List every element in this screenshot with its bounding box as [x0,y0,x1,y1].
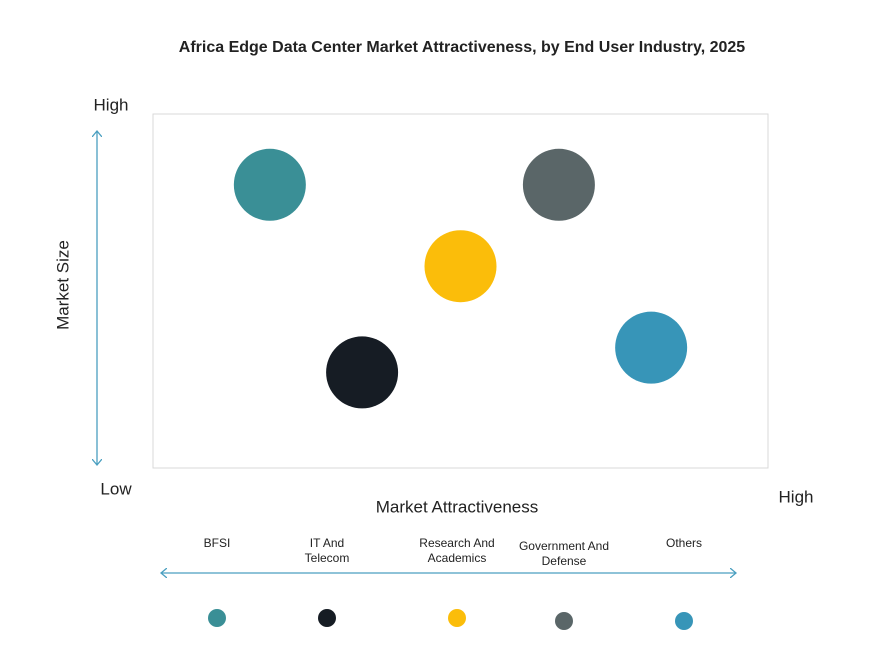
y-tick-label: Low [100,479,132,498]
bubble [424,230,497,303]
legend-swatch [318,609,336,627]
legend-label: Research And Academics [419,536,495,565]
bubble [326,336,399,409]
x-axis-title: Market Attractiveness [376,497,539,516]
plot-area [152,113,769,469]
legend-swatch [675,612,693,630]
legend-label: Others [665,536,702,550]
bubble [233,148,306,221]
y-axis-title: Market Size [53,240,72,330]
bubble [522,148,595,221]
legend-swatch [448,609,466,627]
legend-swatch [208,609,226,627]
legend-swatch [555,612,573,630]
legend-label: BFSI [203,536,231,550]
legend-label: Government And Defense [518,539,610,568]
chart-title: Africa Edge Data Center Market Attractiv… [179,39,746,56]
bubble [615,311,688,384]
legend-label: IT And Telecom [304,536,350,565]
x-tick-label: High [779,487,814,506]
y-tick-label: High [94,95,129,114]
